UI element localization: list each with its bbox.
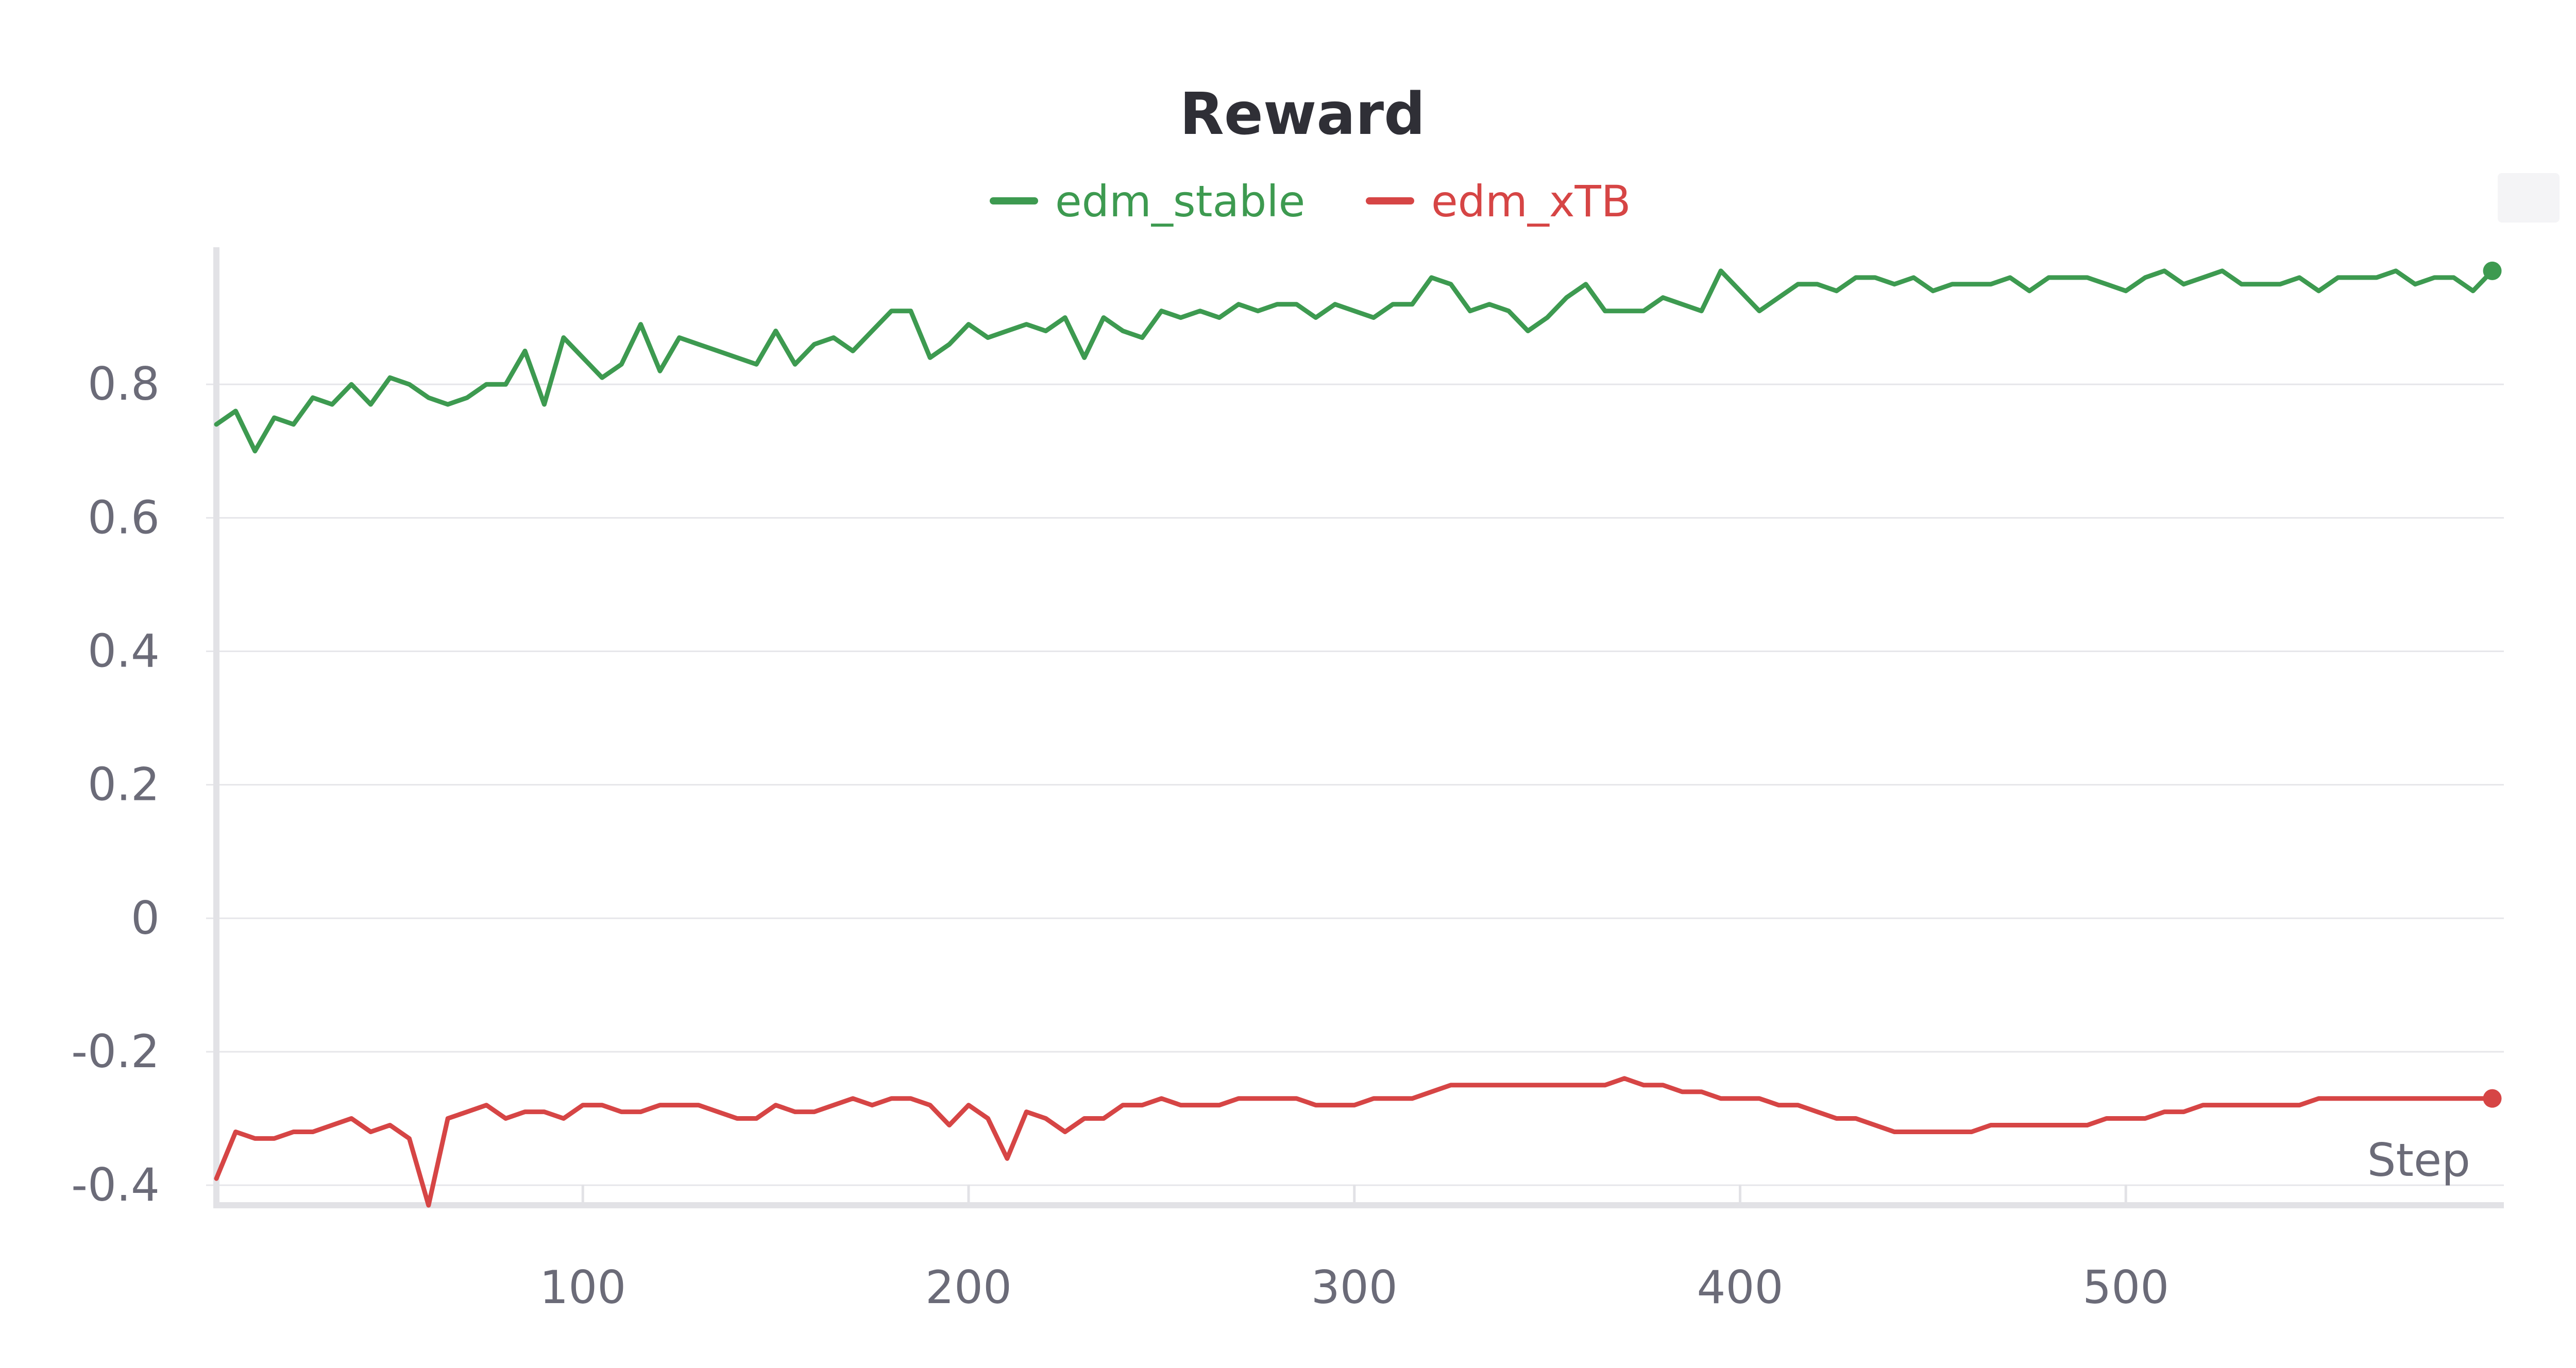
x-tick-label: 100 [539,1261,626,1314]
legend-label: edm_stable [1055,176,1305,227]
legend: edm_stable edm_xTB [990,176,1631,227]
y-tick-label: 0.6 [88,491,160,544]
x-tick-label: 300 [1311,1261,1398,1314]
grid-lines [206,383,2504,1186]
y-tick-label: -0.4 [71,1158,160,1211]
y-tick-label: -0.2 [71,1025,160,1078]
legend-item-edm-stable[interactable]: edm_stable [990,176,1305,227]
legend-label: edm_xTB [1431,176,1631,227]
series-end-point-edm-stable [2483,261,2502,280]
y-tick-label: 0.4 [88,625,160,678]
series-line-edm-xtb [214,1076,2495,1208]
x-tick-label: 400 [1697,1261,1784,1314]
series-layer [214,261,2502,1208]
x-tick-label: 200 [925,1261,1012,1314]
panel-corner-handle[interactable] [2498,173,2560,223]
x-axis-label: Step [2367,1134,2470,1187]
y-tick-label: 0 [131,892,160,945]
legend-item-edm-xtb[interactable]: edm_xTB [1366,176,1631,227]
series-end-point-edm-xtb [2483,1089,2502,1108]
chart-title: Reward [1180,81,1426,148]
series-line-edm-stable [214,268,2495,454]
axes: 0.8 0.6 0.4 0.2 0 -0.2 -0.4 100 200 300 400 500 [71,247,2504,1314]
x-tick-label: 500 [2082,1261,2169,1314]
y-tick-label: 0.8 [88,357,160,411]
y-tick-label: 0.2 [88,758,160,811]
